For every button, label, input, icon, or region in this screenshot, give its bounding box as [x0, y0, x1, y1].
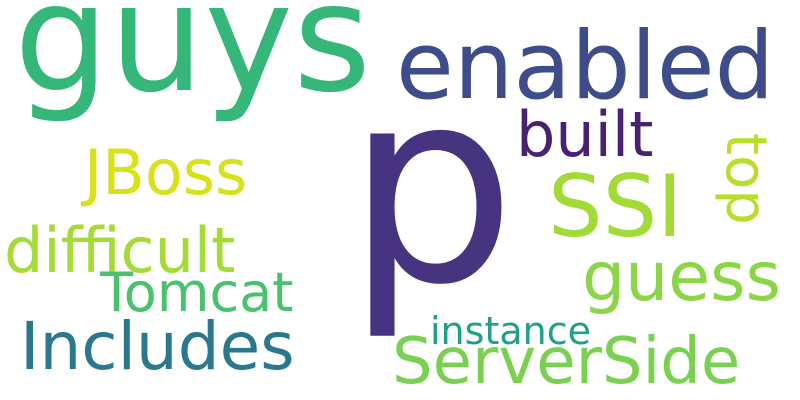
word-built: built: [516, 98, 654, 171]
word-top: top: [713, 133, 778, 225]
word-guess: guess: [582, 238, 781, 317]
word-difficult: difficult: [4, 214, 236, 287]
word-ssi: SSI: [548, 157, 683, 257]
word-jboss: JBoss: [84, 136, 248, 209]
word-guys: guys: [14, 0, 372, 126]
word-includes: Includes: [20, 308, 295, 385]
word-instance: instance: [430, 309, 591, 353]
word-serverside: ServerSide: [392, 325, 741, 399]
word-enabled: enabled: [396, 12, 775, 121]
word-tomcat: Tomcat: [100, 261, 294, 324]
word-p: p: [346, 32, 517, 344]
